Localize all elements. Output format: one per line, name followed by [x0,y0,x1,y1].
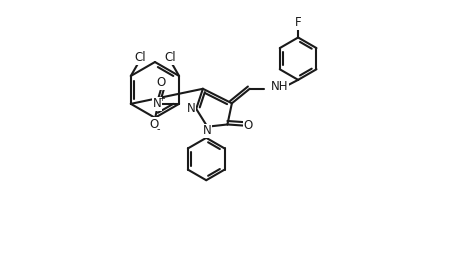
Text: Cl: Cl [164,51,176,65]
Text: N: N [187,102,196,115]
Text: F: F [295,16,302,30]
Text: O: O [156,76,165,89]
Text: -: - [157,125,160,134]
Text: N: N [153,97,162,110]
Text: Cl: Cl [134,51,145,65]
Text: O: O [244,119,253,132]
Text: N: N [203,124,212,137]
Text: +: + [158,94,165,103]
Text: NH: NH [271,80,289,94]
Text: O: O [150,118,159,131]
